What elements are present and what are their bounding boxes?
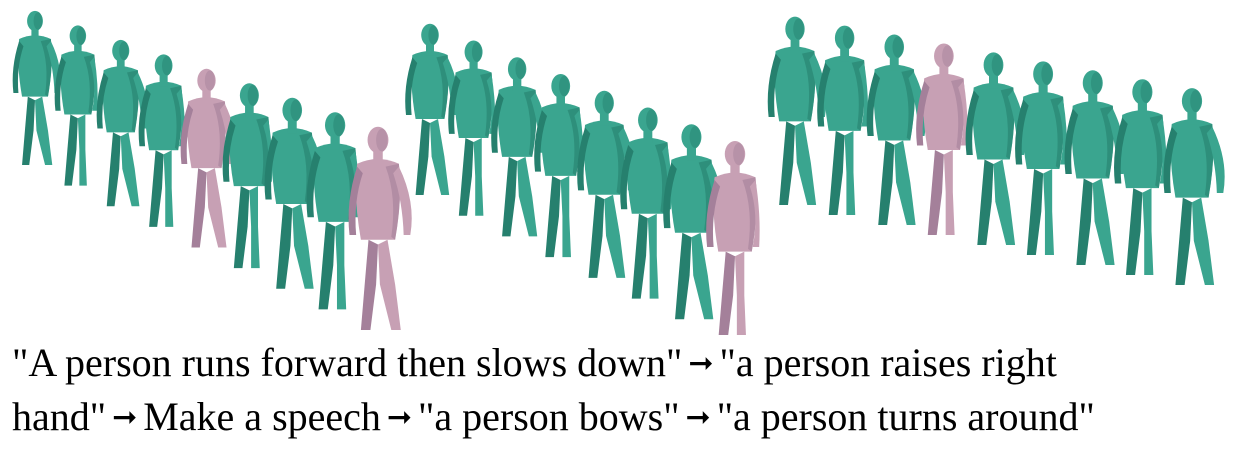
caption-arrow-icon: ➞ [112, 400, 138, 435]
sequence-1-motion-figure [222, 83, 273, 269]
figure-caption: "A person runs forward then slows down" ➞… [0, 338, 1242, 455]
sequence-3-motion-figure [866, 34, 926, 225]
sequence-3-motion-figure [1114, 79, 1167, 275]
sequence-1-motion-figure [138, 54, 185, 227]
caption-prompt-4: "a person bows" [418, 394, 680, 439]
caption-prompt-2-start: "a person raises right [719, 340, 1057, 385]
sequence-2-keyframe-figure [706, 140, 760, 335]
sequence-2-motion-figure [577, 90, 636, 278]
caption-prompt-2-end: hand" [12, 394, 107, 439]
caption-prompt-1: "A person runs forward then slows down" [12, 340, 683, 385]
sequence-3-motion-figure [817, 25, 869, 215]
sequence-1-motion-figure [96, 39, 149, 207]
sequence-3-motion-figure [767, 16, 827, 205]
sequence-1-motion-figure [54, 25, 98, 186]
caption-arrow-icon: ➞ [685, 400, 711, 435]
sequence-2-motion-figure [448, 40, 496, 216]
sequence-1-keyframe-figure [348, 126, 412, 330]
caption-prompt-5: "a person turns around" [716, 394, 1095, 439]
sequence-1-keyframe-figure [180, 68, 237, 248]
caption-arrow-icon: ➞ [386, 400, 413, 435]
caption-line-1: "A person runs forward then slows down" ➞… [12, 338, 1242, 392]
caption-prompt-3: Make a speech [143, 394, 381, 439]
sequence-2-motion-figure [534, 74, 584, 258]
sequence-3-motion-figure [1163, 88, 1225, 285]
sequence-3-motion-figure [1015, 61, 1068, 255]
sequence-1-motion-figure [306, 112, 360, 310]
sequence-3-motion-figure [1064, 70, 1126, 265]
caption-arrow-icon: ➞ [688, 346, 714, 381]
sequence-3-motion-figure [965, 52, 1026, 245]
sequence-1-motion-figure [12, 10, 61, 165]
motion-sequence-figure [12, 10, 1225, 335]
sequence-2-motion-figure [405, 23, 459, 195]
caption-line-2: hand" ➞ Make a speech ➞ "a person bows" ➞ "a p… [12, 392, 1242, 446]
sequence-3-keyframe-figure [916, 43, 968, 235]
